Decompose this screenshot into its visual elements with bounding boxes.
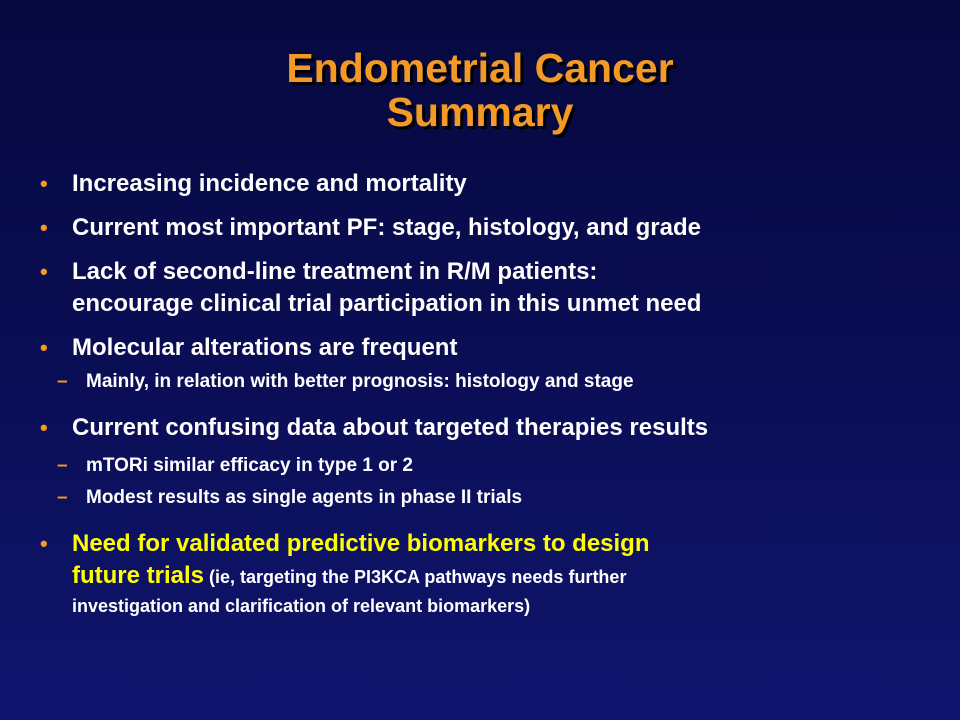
sub-bullet-marker: – (57, 487, 68, 508)
sub-bullet-item: – Mainly, in relation with better progno… (40, 368, 940, 396)
bullet-marker: • (40, 171, 48, 196)
bullet-item: • Lack of second-line treatment in R/M p… (40, 256, 940, 320)
sub-bullet-text: mTORi similar efficacy in type 1 or 2 (86, 455, 413, 476)
bullet-marker: • (40, 415, 48, 440)
bullet-text-line-2: encourage clinical trial participation i… (72, 290, 702, 317)
bullet-marker: • (40, 531, 48, 556)
bullet-text-line-2: future trials (ie, targeting the PI3KCA … (72, 560, 940, 592)
sub-bullet-item: – Modest results as single agents in pha… (40, 484, 940, 512)
bullet-note-part-1: (ie, targeting the PI3KCA pathways needs… (204, 567, 627, 587)
sub-bullet-text: Mainly, in relation with better prognosi… (86, 371, 634, 392)
bullet-list: • Increasing incidence and mortality • C… (40, 168, 940, 632)
bullet-text: Current confusing data about targeted th… (72, 414, 709, 441)
bullet-text: Current most important PF: stage, histol… (72, 214, 701, 241)
sub-bullet-marker: – (57, 455, 68, 476)
bullet-marker: • (40, 335, 48, 360)
bullet-marker: • (40, 259, 48, 284)
sub-bullet-item: – mTORi similar efficacy in type 1 or 2 (40, 452, 940, 480)
bullet-note-part-2: investigation and clarification of relev… (72, 596, 531, 616)
bullet-item: • Increasing incidence and mortality (40, 168, 940, 200)
bullet-item: • Current most important PF: stage, hist… (40, 212, 940, 244)
bullet-item: • Current confusing data about targeted … (40, 412, 940, 444)
bullet-item-highlight: • Need for validated predictive biomarke… (40, 528, 940, 620)
sub-bullet-text: Modest results as single agents in phase… (86, 487, 523, 508)
title-line-1: Endometrial Cancer (286, 45, 674, 91)
bullet-text-line-1: Lack of second-line treatment in R/M pat… (72, 258, 598, 285)
sub-bullet-marker: – (57, 371, 68, 392)
bullet-text: Increasing incidence and mortality (72, 170, 467, 197)
bullet-text: Molecular alterations are frequent (72, 334, 458, 361)
bullet-item: • Molecular alterations are frequent (40, 332, 940, 364)
title-line-2: Summary (386, 89, 574, 135)
bullet-highlight-text: future trials (72, 562, 205, 589)
slide-title: Endometrial Cancer Summary (0, 46, 960, 134)
bullet-text-line-1: Need for validated predictive biomarkers… (72, 530, 650, 557)
bullet-marker: • (40, 215, 48, 240)
